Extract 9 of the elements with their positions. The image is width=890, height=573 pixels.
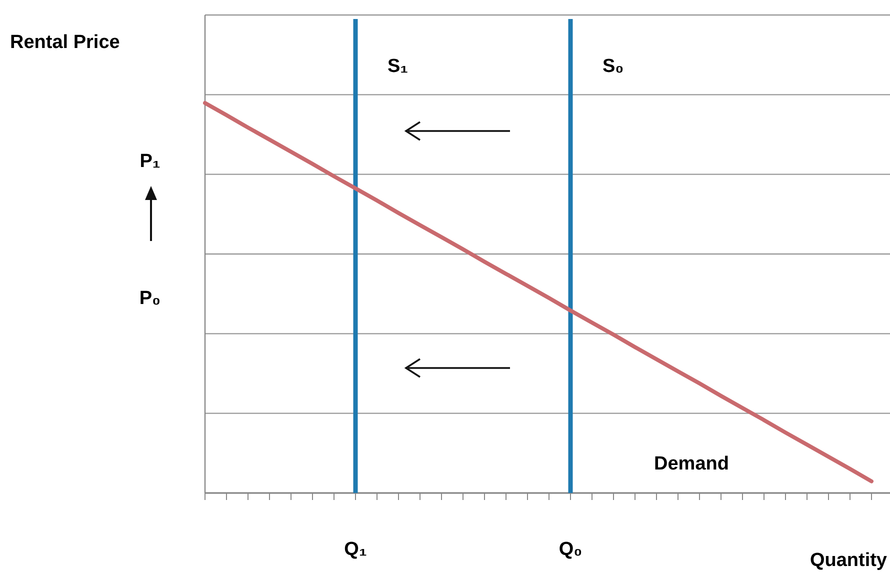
ref-line-label: S₀ [602,56,624,77]
text: P₁ [140,151,160,172]
text: Demand [654,453,729,474]
text: Rental Price [10,32,120,53]
ref-line-label: S₁ [388,56,408,77]
x-tick-label: Q₀ [558,539,582,560]
x-tick-label: Q₁ [344,539,367,560]
x-axis-title: Quantity [810,550,888,571]
text: P₀ [139,288,161,309]
